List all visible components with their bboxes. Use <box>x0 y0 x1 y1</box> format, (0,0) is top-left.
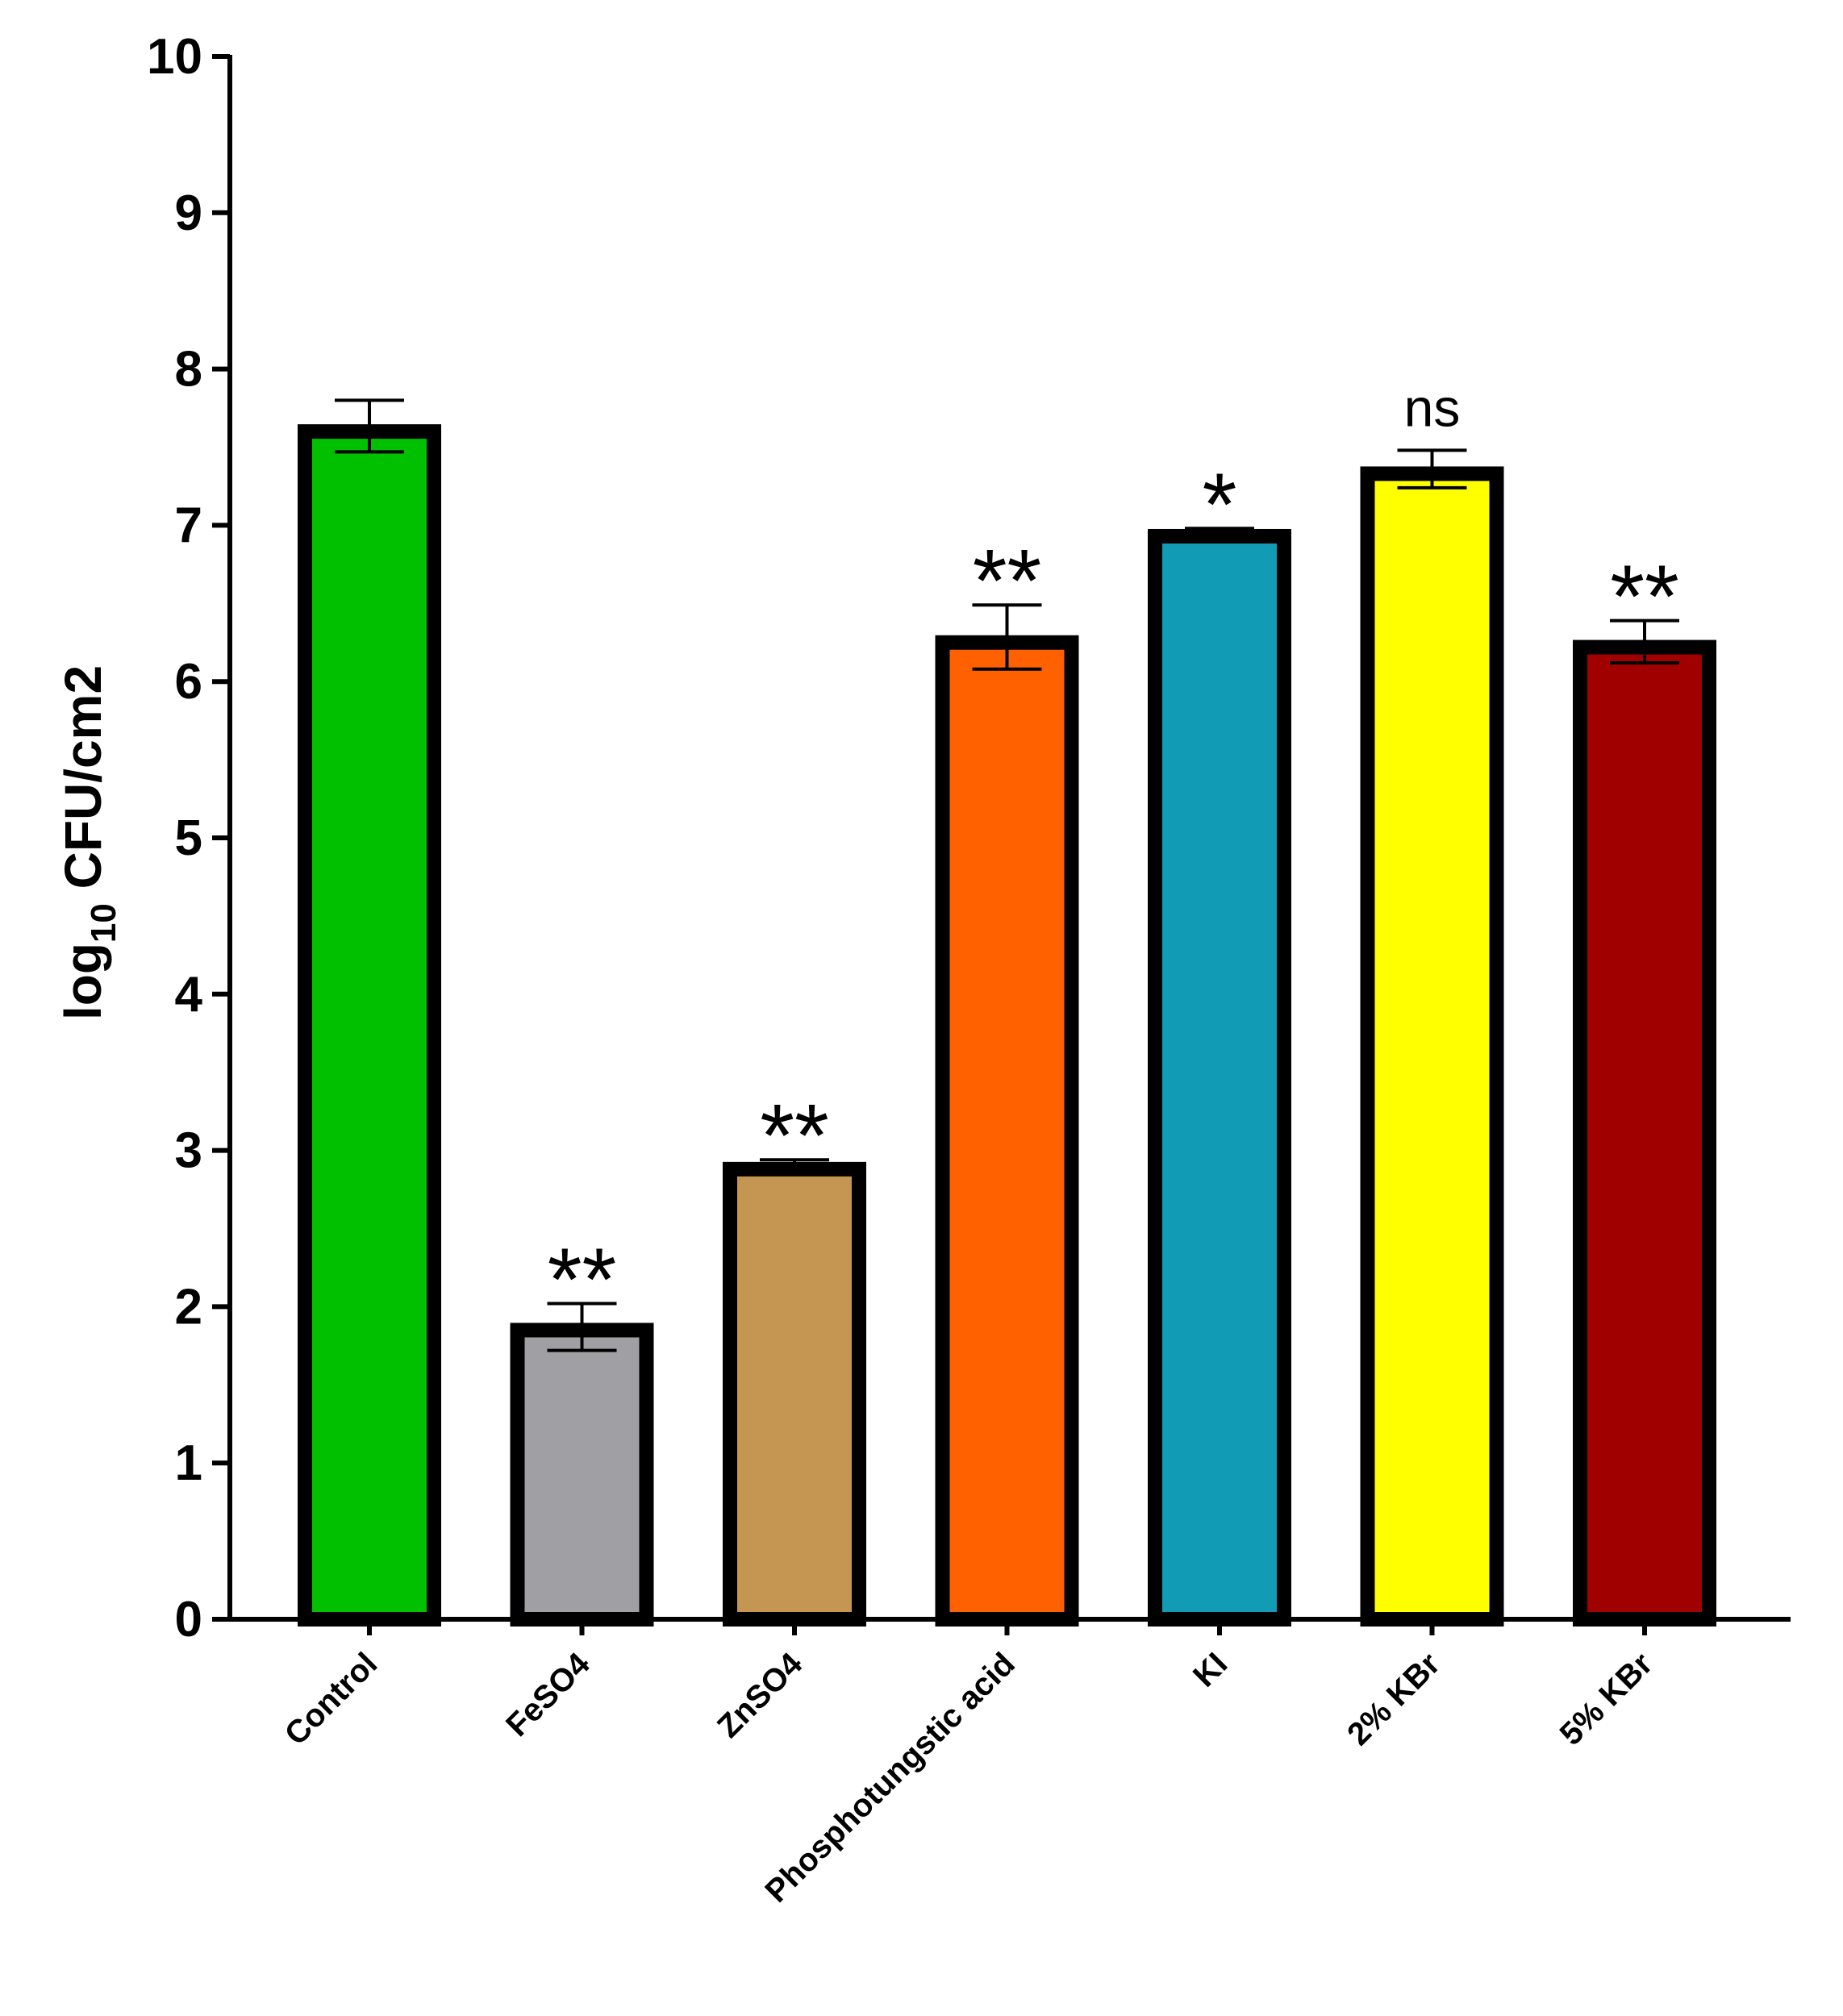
x-tick-label: Control <box>278 1646 385 1752</box>
y-axis-title-prefix: log <box>54 943 112 1020</box>
y-tick-label: 8 <box>175 342 202 398</box>
y-tick-label: 10 <box>147 29 202 85</box>
y-tick-label: 3 <box>175 1123 202 1179</box>
y-tick-label: 5 <box>175 810 202 866</box>
y-tick-label: 0 <box>175 1592 202 1647</box>
x-tick-label: KI <box>1186 1646 1234 1693</box>
y-tick-label: 7 <box>175 498 202 553</box>
x-tick-label: 2% KBr <box>1341 1646 1447 1752</box>
y-tick-label: 2 <box>175 1279 202 1335</box>
bar-2-kbr <box>1360 466 1504 1627</box>
bar-znso4 <box>723 1161 866 1627</box>
y-tick-label: 9 <box>175 185 202 241</box>
significance-label: ** <box>548 1231 617 1330</box>
bar-phosphotungstic-acid <box>935 635 1079 1627</box>
error-bar <box>760 1158 829 1169</box>
error-bar <box>335 398 404 454</box>
error-bar <box>1397 448 1467 489</box>
y-tick-label: 1 <box>175 1435 202 1491</box>
error-bar <box>547 1302 617 1352</box>
bar-5-kbr <box>1573 639 1716 1627</box>
x-tick-label: 5% KBr <box>1553 1646 1660 1752</box>
error-bar <box>1610 619 1679 664</box>
x-tick-label: Phosphotungstic acid <box>758 1646 1022 1910</box>
bar-ki <box>1148 528 1291 1627</box>
y-axis-title-suffix: CFU/cm2 <box>54 665 112 903</box>
y-tick-label: 4 <box>175 967 203 1023</box>
significance-label: * <box>1203 455 1237 554</box>
significance-label: ** <box>760 1086 829 1185</box>
significance-label: ** <box>973 531 1042 631</box>
y-axis-label: log10 CFU/cm2 <box>54 665 123 1020</box>
y-axis-title-subscript: 10 <box>84 903 123 943</box>
significance-labels: *******ns** <box>548 377 1679 1329</box>
error-bar <box>1185 527 1254 536</box>
bar-control <box>298 424 441 1627</box>
error-bar <box>972 603 1042 671</box>
error-bars <box>335 398 1679 1352</box>
x-tick-label: ZnSO4 <box>711 1646 810 1745</box>
significance-label: ** <box>1610 548 1679 647</box>
y-tick-label: 6 <box>175 654 202 710</box>
significance-label: ns <box>1404 377 1461 437</box>
y-axis-title: log10 CFU/cm2 <box>54 665 123 1020</box>
bar-feso4 <box>510 1322 654 1627</box>
x-tick-label: FeSO4 <box>499 1646 597 1743</box>
y-ticks: 0 1 2 3 4 5 6 7 8 9 10 <box>147 29 230 1647</box>
